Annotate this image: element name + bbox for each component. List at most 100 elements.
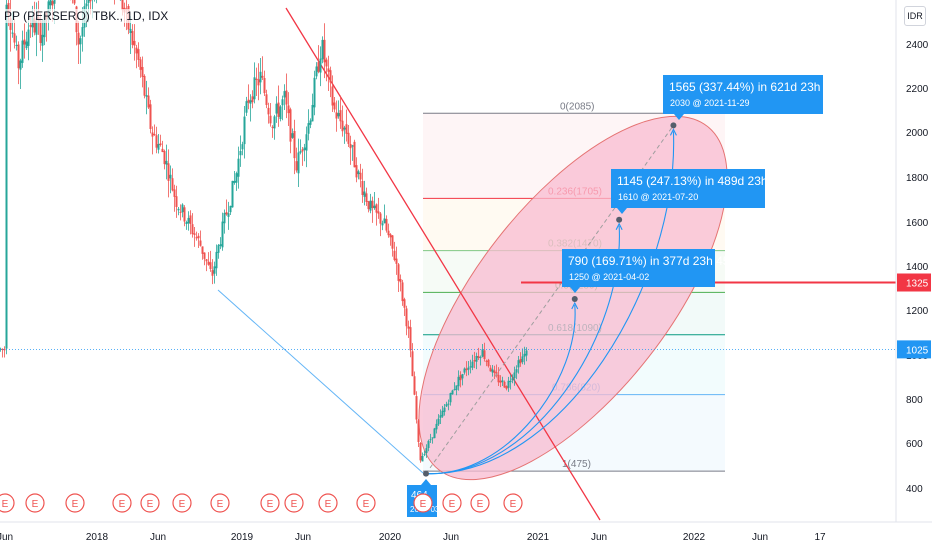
candle-body: [270, 116, 272, 124]
earnings-marker[interactable]: E: [0, 494, 14, 512]
candle-body: [74, 0, 76, 3]
candle-body: [396, 259, 398, 264]
candle-body: [500, 381, 502, 383]
candle-body: [430, 439, 432, 440]
candle-body: [380, 214, 382, 224]
candle-body: [402, 282, 404, 301]
price-tick-label: 2200: [906, 84, 929, 95]
earnings-marker[interactable]: E: [285, 494, 303, 512]
low-point-marker[interactable]: [423, 471, 429, 477]
earnings-label: E: [449, 499, 456, 510]
candle-body: [432, 437, 434, 438]
candle-body: [398, 264, 400, 281]
target-point[interactable]: [616, 217, 622, 223]
candle-body: [408, 326, 410, 328]
candle-body: [506, 386, 508, 389]
candle-body: [172, 178, 174, 190]
candle-body: [222, 222, 224, 248]
candle-body: [176, 196, 178, 207]
candle-body: [354, 142, 356, 167]
earnings-marker[interactable]: E: [66, 494, 84, 512]
candle-body: [240, 151, 242, 155]
callout-main-text: 790 (169.71%) in 377d 23h 45m: [568, 254, 739, 268]
candle-body: [218, 245, 220, 253]
candle-body: [490, 368, 492, 372]
earnings-label: E: [420, 499, 427, 510]
earnings-label: E: [325, 499, 332, 510]
price-tick-label: 2400: [906, 40, 929, 51]
candle-body: [54, 0, 56, 4]
price-tick-label: 600: [906, 439, 923, 450]
candle-body: [50, 0, 52, 5]
time-axis-bg[interactable]: [0, 522, 932, 550]
earnings-marker[interactable]: E: [211, 494, 229, 512]
candle-body: [208, 262, 210, 265]
candle-body: [266, 94, 268, 105]
earnings-marker[interactable]: E: [319, 494, 337, 512]
candle-body: [460, 375, 462, 380]
earnings-marker[interactable]: E: [173, 494, 191, 512]
candle-body: [6, 5, 8, 349]
candle-body: [352, 145, 354, 146]
candle-body: [246, 101, 248, 113]
current-price-tag[interactable]: 1025: [897, 340, 931, 358]
candle-body: [526, 351, 528, 356]
candle-body: [262, 76, 264, 78]
candle-body: [378, 211, 380, 213]
earnings-label: E: [510, 499, 517, 510]
candle-body: [280, 106, 282, 119]
candle-body: [232, 181, 234, 207]
earnings-marker[interactable]: E: [26, 494, 44, 512]
time-tick-label: 2018: [86, 532, 109, 543]
candle-body: [302, 149, 304, 151]
candle-body: [504, 382, 506, 388]
candle-body: [146, 95, 148, 97]
candle-body: [230, 206, 232, 212]
candle-body: [144, 76, 146, 96]
currency-badge[interactable]: IDR: [904, 6, 926, 26]
earnings-marker[interactable]: E: [443, 494, 461, 512]
candle-body: [376, 204, 378, 212]
earnings-marker[interactable]: E: [504, 494, 522, 512]
candle-body: [182, 205, 184, 213]
earnings-label: E: [363, 499, 370, 510]
candle-body: [450, 393, 452, 402]
candle-body: [454, 389, 456, 390]
time-tick-label: 2019: [231, 532, 254, 543]
earnings-marker[interactable]: E: [113, 494, 131, 512]
earnings-marker[interactable]: E: [141, 494, 159, 512]
earnings-marker[interactable]: E: [357, 494, 375, 512]
candle-body: [276, 104, 278, 114]
time-tick-label: 17: [814, 532, 826, 543]
callout-sub-text: 1610 @ 2021-07-20: [618, 192, 698, 202]
candle-body: [344, 128, 346, 130]
candle-body: [238, 159, 240, 177]
earnings-label: E: [72, 499, 79, 510]
candle-body: [30, 25, 32, 27]
candle-body: [332, 86, 334, 105]
candle-body: [330, 70, 332, 82]
candle-body: [290, 109, 292, 141]
candle-body: [404, 299, 406, 307]
earnings-marker[interactable]: E: [471, 494, 489, 512]
target-point[interactable]: [670, 122, 676, 128]
candle-body: [322, 40, 324, 59]
earnings-marker[interactable]: E: [261, 494, 279, 512]
candle-body: [40, 20, 42, 43]
candle-body: [374, 206, 376, 208]
target-point[interactable]: [572, 296, 578, 302]
price-tick-label: 400: [906, 484, 923, 495]
candle-body: [242, 144, 244, 149]
time-tick-label: 2022: [683, 532, 706, 543]
candle-body: [472, 362, 474, 368]
level-price-tag[interactable]: 1325: [897, 274, 931, 292]
candle-body: [462, 374, 464, 378]
candle-body: [502, 380, 504, 382]
earnings-marker[interactable]: E: [414, 494, 432, 512]
candle-body: [296, 161, 298, 170]
